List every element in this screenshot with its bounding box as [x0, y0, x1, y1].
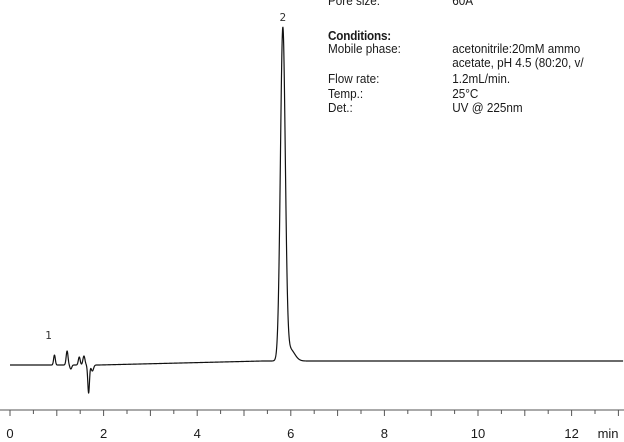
x-axis-tick-label: 0: [6, 426, 13, 441]
peak-label-2: 2: [280, 11, 287, 24]
temp-label: Temp.:: [328, 86, 364, 101]
x-axis-tick-label: 10: [471, 426, 485, 441]
pore-size-label: Pore size:: [328, 0, 381, 8]
chromatogram-trace: [9, 26, 624, 394]
time-axis: 0 2 4 6 8 10 12 min: [0, 409, 624, 441]
x-axis-tick-label: 4: [194, 426, 201, 441]
peak-labels: 12: [45, 11, 286, 342]
mobile-phase-label: Mobile phase:: [328, 41, 401, 56]
x-axis-unit-label: min: [598, 426, 619, 441]
temp-value: 25°C: [452, 86, 479, 101]
x-axis-tick-label: 12: [564, 426, 578, 441]
conditions-heading: Conditions:: [328, 28, 392, 43]
det-label: Det.:: [328, 100, 353, 115]
mobile-phase-value-line2: acetate, pH 4.5 (80:20, v/: [452, 55, 584, 70]
x-axis-tick-label: 8: [381, 426, 388, 441]
x-axis-tick-label: 6: [287, 426, 294, 441]
flow-rate-label: Flow rate:: [328, 71, 380, 86]
method-info-panel: Pore size: 60A Conditions: Mobile phase:…: [328, 0, 594, 180]
pore-size-value: 60A: [452, 0, 474, 8]
trace-layer: [9, 26, 624, 394]
det-value: UV @ 225nm: [452, 100, 523, 115]
flow-rate-value: 1.2mL/min.: [452, 71, 511, 86]
mobile-phase-value-line1: acetonitrile:20mM ammo: [452, 41, 581, 56]
x-axis-tick-label: 2: [100, 426, 107, 441]
peak-label-1: 1: [45, 329, 52, 342]
